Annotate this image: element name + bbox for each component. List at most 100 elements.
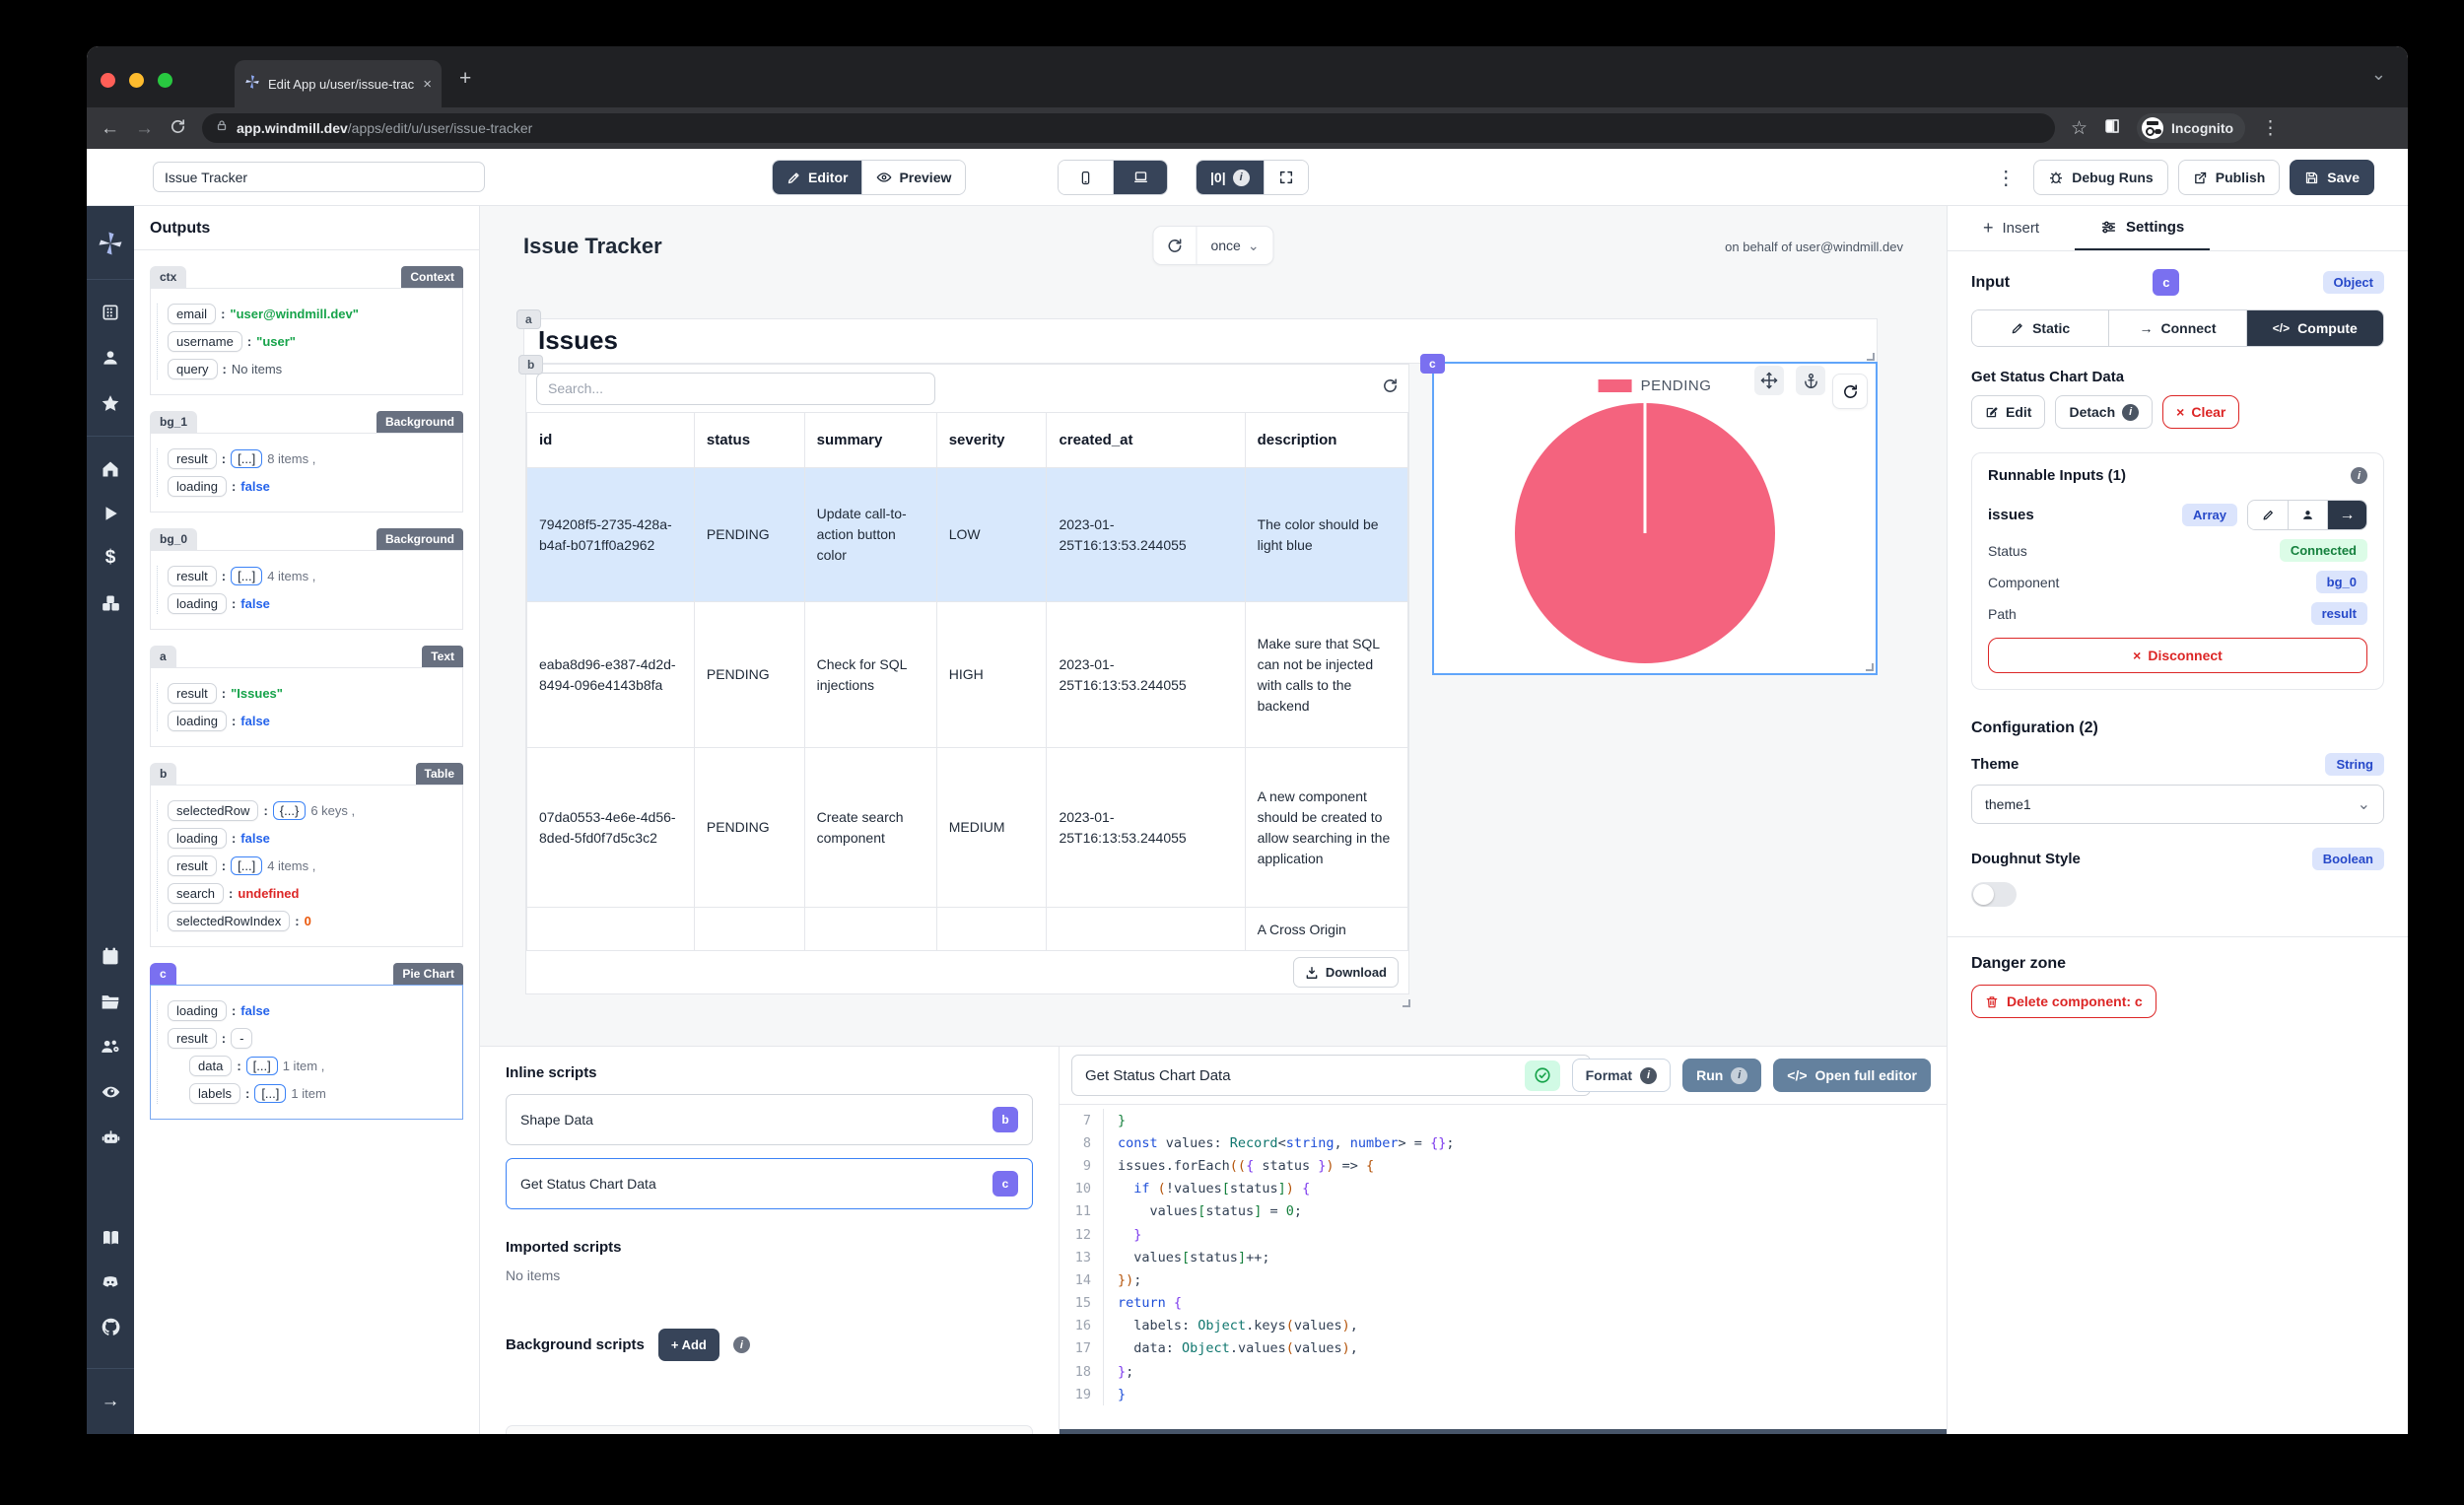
component-badge-a[interactable]: a: [516, 309, 541, 329]
output-key[interactable]: username: [168, 331, 242, 352]
output-key[interactable]: labels: [189, 1083, 240, 1104]
windmill-logo-icon[interactable]: [98, 231, 123, 256]
browser-tab[interactable]: Edit App u/user/issue-tracker | ×: [235, 60, 442, 107]
app-name-input[interactable]: Issue Tracker: [153, 162, 485, 192]
open-full-editor-button[interactable]: </> Open full editor: [1773, 1059, 1931, 1092]
table-cell[interactable]: A Cross Origin: [1244, 907, 1408, 952]
section-id[interactable]: a: [150, 646, 176, 667]
table-refresh-icon[interactable]: [1382, 377, 1399, 399]
home-icon[interactable]: [101, 459, 120, 479]
save-button[interactable]: Save: [2290, 160, 2374, 195]
star-icon[interactable]: [101, 393, 120, 413]
table-cell[interactable]: Update call-to-action button color: [803, 467, 937, 602]
code-line[interactable]: 10 if (!values[status]) {: [1060, 1177, 1947, 1200]
detach-button[interactable]: Detach i: [2055, 395, 2154, 429]
side-panel-icon[interactable]: [2103, 117, 2121, 140]
output-key[interactable]: selectedRow: [168, 800, 259, 821]
bracket-pill[interactable]: [...]: [231, 856, 263, 875]
static-option[interactable]: Static: [1972, 310, 2109, 346]
script-name-input[interactable]: Get Status Chart Data: [1071, 1055, 1591, 1096]
table-cell[interactable]: 07da0553-4e6e-4d56-8ded-5fd0f7d5c3c2: [526, 747, 695, 908]
section-id[interactable]: bg_0: [150, 528, 198, 550]
table-cell[interactable]: Create search component: [803, 747, 937, 908]
more-options-icon[interactable]: ⋮: [1996, 167, 2017, 189]
collapse-pill[interactable]: -: [231, 1028, 253, 1049]
output-key[interactable]: loading: [168, 1000, 227, 1021]
back-icon[interactable]: ←: [101, 117, 119, 139]
table-cell[interactable]: [526, 907, 695, 952]
code-line[interactable]: 7}: [1060, 1109, 1947, 1132]
table-cell[interactable]: HIGH: [935, 601, 1048, 748]
text-component-a[interactable]: a Issues: [516, 309, 1878, 364]
resources-cubes-icon[interactable]: [101, 593, 121, 613]
section-id[interactable]: b: [150, 763, 177, 785]
resize-handle[interactable]: [1403, 999, 1410, 1007]
code-line[interactable]: 19}: [1060, 1383, 1947, 1406]
table-cell[interactable]: 2023-01-25T16:13:53.244055: [1046, 747, 1246, 908]
download-button[interactable]: Download: [1292, 957, 1399, 988]
tab-settings[interactable]: Settings: [2075, 206, 2211, 250]
discord-icon[interactable]: [100, 1273, 121, 1291]
code-line[interactable]: 11 values[status] = 0;: [1060, 1199, 1947, 1223]
table-cell[interactable]: PENDING: [693, 601, 805, 748]
table-cell[interactable]: [1046, 907, 1246, 952]
pie-chart[interactable]: [1515, 403, 1775, 663]
bracket-pill[interactable]: [...]: [231, 567, 263, 585]
edit-button[interactable]: Edit: [1971, 395, 2046, 429]
table-row[interactable]: eaba8d96-e387-4d2d-8494-096e4143b8fa PEN…: [526, 601, 1408, 748]
output-key[interactable]: result: [168, 1028, 217, 1049]
table-cell[interactable]: 2023-01-25T16:13:53.244055: [1046, 467, 1246, 602]
new-tab-button[interactable]: +: [459, 67, 472, 90]
table-cell[interactable]: MEDIUM: [935, 747, 1048, 908]
desktop-view-button[interactable]: [1113, 161, 1167, 194]
anchor-icon[interactable]: [1796, 366, 1825, 395]
table-cell[interactable]: Check for SQL injections: [803, 601, 937, 748]
workspace-icon[interactable]: [101, 303, 120, 322]
chart-refresh-icon[interactable]: [1832, 374, 1868, 409]
publish-button[interactable]: Publish: [2177, 160, 2281, 195]
code-editor[interactable]: 7} 8 const values: Record < string, number > …: [1060, 1104, 1947, 1434]
run-button[interactable]: Run i: [1682, 1059, 1762, 1092]
output-key[interactable]: result: [168, 683, 217, 704]
maximize-window-button[interactable]: [158, 73, 172, 88]
tab-insert[interactable]: + Insert: [1983, 218, 2040, 238]
theme-select[interactable]: theme1 ⌄: [1971, 785, 2384, 824]
collapse-arrow-icon[interactable]: →: [101, 1391, 120, 1411]
code-line[interactable]: 15 return {: [1060, 1291, 1947, 1315]
table-cell[interactable]: The color should be light blue: [1244, 467, 1408, 602]
code-line[interactable]: 18};: [1060, 1360, 1947, 1384]
script-item-get-status-chart-data[interactable]: Get Status Chart Data c: [506, 1158, 1033, 1209]
output-key[interactable]: loading: [168, 828, 227, 849]
code-line[interactable]: 16 labels: Object .keys(values),: [1060, 1314, 1947, 1337]
output-key[interactable]: email: [168, 304, 217, 324]
address-bar[interactable]: app.windmill.dev/apps/edit/u/user/issue-…: [202, 113, 2055, 143]
output-key[interactable]: loading: [168, 476, 227, 497]
github-icon[interactable]: [101, 1317, 121, 1337]
tab-close-icon[interactable]: ×: [423, 75, 432, 93]
bracket-pill[interactable]: [...]: [245, 1057, 278, 1075]
compute-option[interactable]: </> Compute: [2245, 310, 2383, 346]
refresh-mode-dropdown[interactable]: once ⌄: [1210, 237, 1260, 254]
connect-option[interactable]: → Connect: [2108, 310, 2246, 346]
section-id[interactable]: c: [150, 963, 176, 985]
reload-icon[interactable]: [170, 118, 186, 139]
code-line[interactable]: 8 const values: Record < string, number > = …: [1060, 1131, 1947, 1155]
runs-play-icon[interactable]: [102, 505, 119, 522]
section-id[interactable]: ctx: [150, 266, 187, 288]
format-button[interactable]: Format i: [1571, 1059, 1672, 1092]
folders-icon[interactable]: [101, 992, 120, 1011]
editor-mode-button[interactable]: Editor: [773, 161, 862, 194]
table-cell[interactable]: [935, 907, 1048, 952]
bracket-pill[interactable]: {...}: [272, 801, 307, 820]
section-id[interactable]: bg_1: [150, 411, 198, 433]
audit-eye-icon[interactable]: [101, 1082, 121, 1102]
resize-handle[interactable]: [1866, 663, 1874, 671]
preview-mode-button[interactable]: Preview: [861, 161, 966, 194]
minimize-window-button[interactable]: [129, 73, 144, 88]
table-cell[interactable]: PENDING: [693, 747, 805, 908]
pie-legend[interactable]: PENDING: [1598, 377, 1712, 394]
browser-menu-icon[interactable]: ⋮: [2261, 117, 2281, 139]
robot-icon[interactable]: [101, 1128, 121, 1147]
groups-icon[interactable]: [100, 1037, 121, 1057]
table-cell[interactable]: [803, 907, 937, 952]
